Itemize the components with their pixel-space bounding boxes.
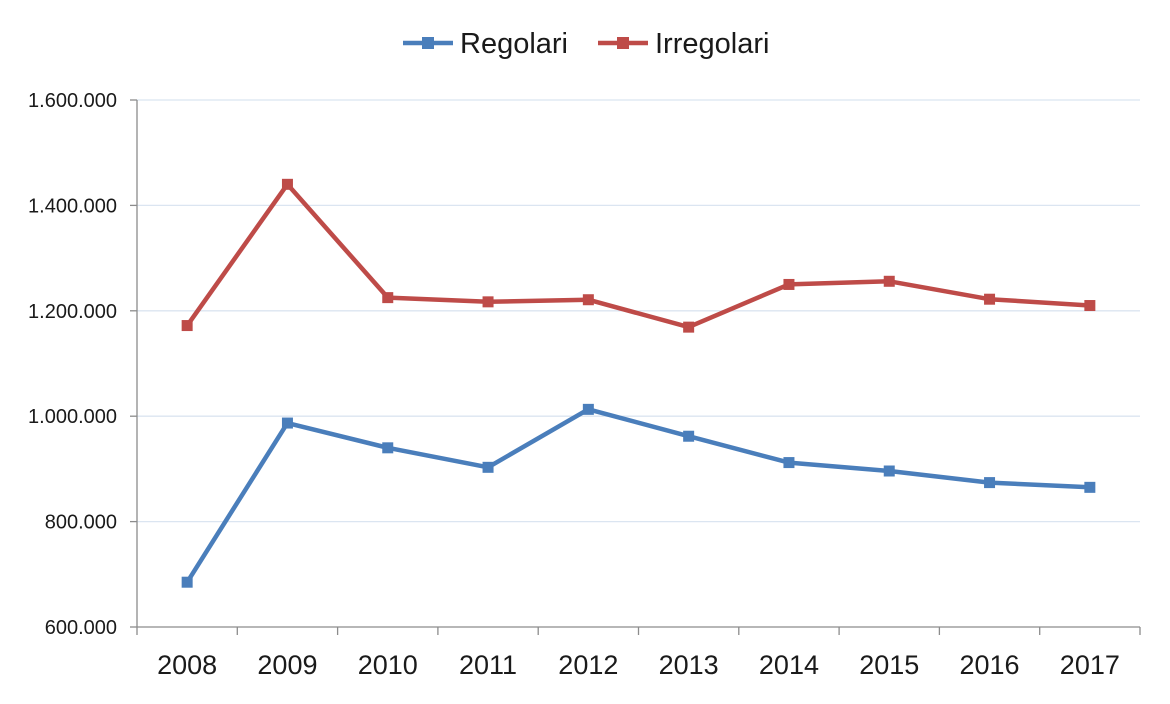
legend-marker (422, 37, 434, 49)
x-tick-label: 2014 (759, 650, 819, 680)
data-point (281, 178, 293, 190)
x-tick-label: 2013 (659, 650, 719, 680)
data-point (382, 442, 394, 454)
x-tick-labels: 2008 2009 2010 2011 2012 2013 2014 2015 2016 2017 (157, 650, 1120, 680)
data-point (482, 296, 494, 308)
legend-label: Irregolari (655, 28, 769, 60)
data-point (181, 576, 193, 588)
y-tick-label: 1.000.000 (28, 406, 117, 428)
y-tick-label: 1.600.000 (28, 90, 117, 112)
x-tick-label: 2008 (157, 650, 217, 680)
x-tick-label: 2012 (558, 650, 618, 680)
series-lines (181, 178, 1096, 588)
legend-label: Regolari (460, 28, 568, 60)
series-regolari (181, 403, 1096, 588)
series-line (184, 407, 1093, 585)
data-point (1084, 300, 1096, 312)
series-irregolari (181, 178, 1096, 333)
gridlines (137, 99, 1140, 523)
data-point (683, 321, 695, 333)
x-tick-label: 2015 (859, 650, 919, 680)
x-tick-label: 2016 (960, 650, 1020, 680)
x-tick-label: 2017 (1060, 650, 1120, 680)
data-point (281, 417, 293, 429)
axes (130, 99, 1141, 635)
y-tick-label: 1.400.000 (28, 195, 117, 217)
y-tick-labels: 600.000 800.000 1.000.000 1.200.000 1.400.00… (28, 90, 117, 639)
data-point (1084, 481, 1096, 493)
data-point (482, 461, 494, 473)
data-point (783, 278, 795, 290)
data-point (382, 292, 394, 304)
data-point (181, 320, 193, 332)
y-tick-label: 1.200.000 (28, 301, 117, 323)
data-point (783, 457, 795, 469)
legend-item: Regolari (403, 28, 568, 60)
data-point (883, 275, 895, 287)
x-tick-label: 2010 (358, 650, 418, 680)
series-line (184, 182, 1093, 330)
x-tick-label: 2011 (459, 650, 517, 680)
data-point (582, 403, 594, 415)
data-point (883, 465, 895, 477)
legend: Regolari Irregolari (403, 28, 769, 60)
data-point (984, 477, 996, 489)
y-tick-label: 800.000 (45, 512, 117, 534)
legend-marker (617, 37, 629, 49)
data-point (984, 293, 996, 305)
data-point (683, 430, 695, 442)
y-tick-label: 600.000 (45, 617, 117, 639)
x-tick-label: 2009 (257, 650, 317, 680)
data-point (582, 294, 594, 306)
legend-item: Irregolari (598, 28, 769, 60)
